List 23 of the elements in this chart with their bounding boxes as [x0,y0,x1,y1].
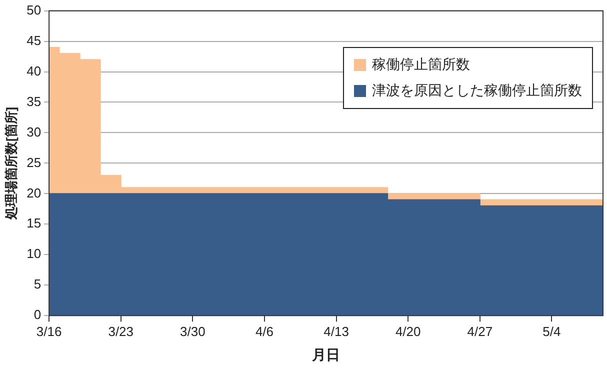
x-axis-title: 月日 [311,346,340,362]
x-tick-label: 5/4 [542,324,561,339]
y-tick-label: 35 [26,94,42,109]
y-tick-label: 40 [26,63,42,78]
legend-label: 稼働停止箇所数 [372,56,470,74]
x-tick-label: 3/30 [180,324,206,339]
x-tick-label: 3/16 [36,324,62,339]
y-tick-label: 10 [26,246,42,262]
x-tick-label: 3/23 [108,324,134,339]
y-tick-label: 15 [26,216,42,231]
legend-label: 津波を原因とした稼働停止箇所数 [372,82,582,100]
y-tick-label: 5 [34,276,42,292]
x-tick-label: 4/13 [324,324,349,339]
y-tick-label: 50 [26,2,42,18]
x-tick-label: 4/20 [395,324,421,339]
y-tick-label: 45 [26,32,42,48]
y-tick-label: 0 [34,307,42,322]
x-tick-label: 4/6 [255,324,274,339]
y-axis-title: 処理場箇所数[箇所] [3,106,18,221]
y-tick-label: 30 [26,124,42,140]
x-tick-label: 4/27 [467,324,493,339]
y-tick-label: 20 [26,185,42,200]
y-tick-label: 25 [26,154,42,170]
